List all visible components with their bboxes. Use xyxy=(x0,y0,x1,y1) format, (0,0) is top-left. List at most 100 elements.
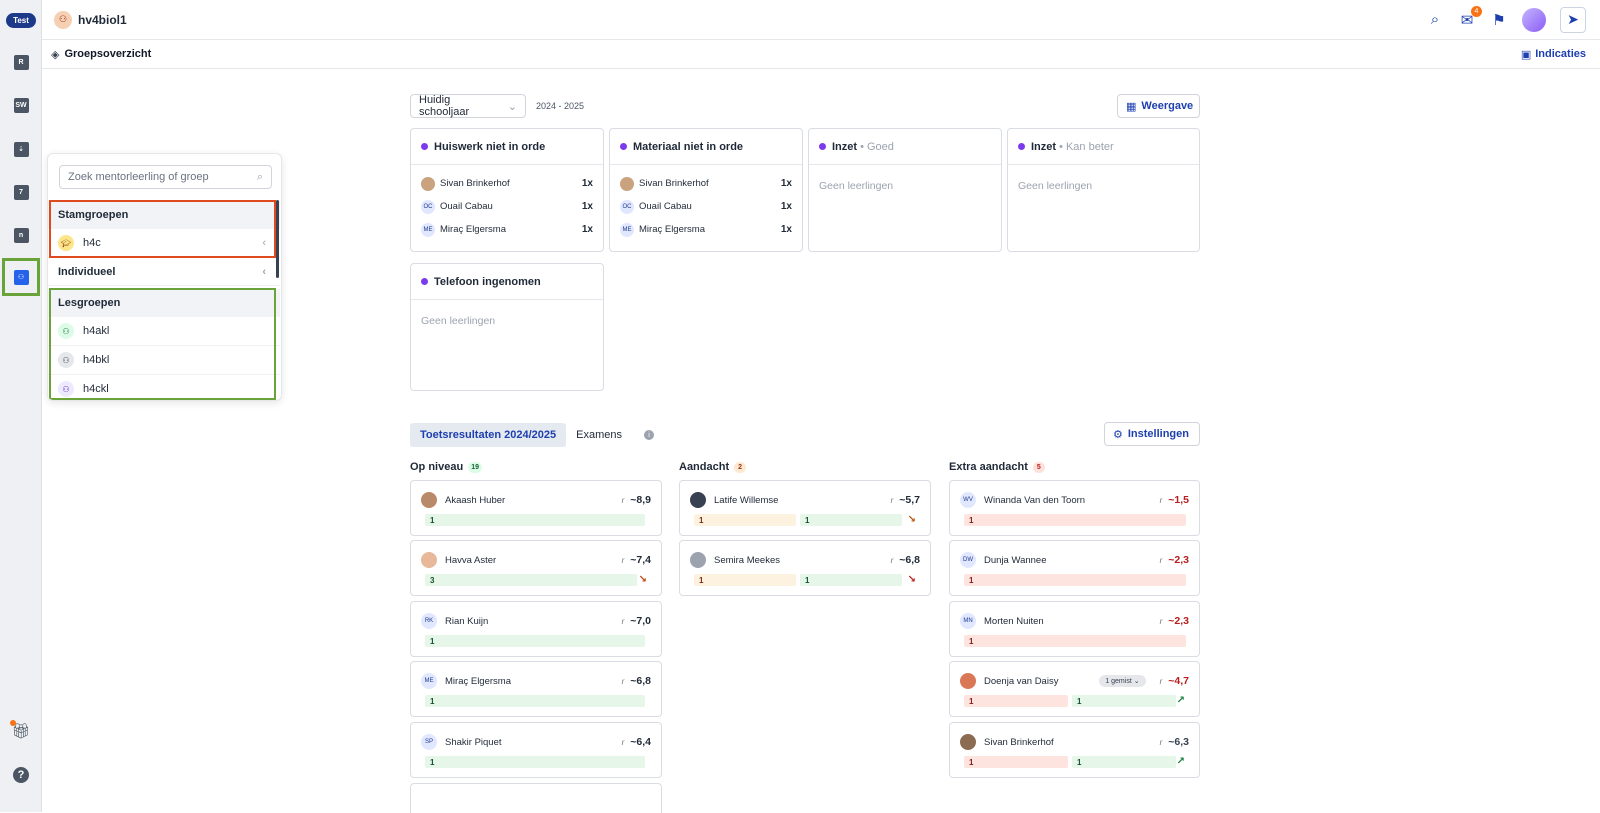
student-name: Sivan Brinkerhof xyxy=(984,736,1054,748)
mail-button[interactable]: ✉ 4 xyxy=(1458,5,1482,29)
avatar: MN xyxy=(960,613,976,629)
avatar: OC xyxy=(620,199,634,214)
gift-button[interactable]: 🎁︎ xyxy=(8,718,34,744)
info-icon[interactable]: i xyxy=(644,430,655,440)
status-dot xyxy=(1018,143,1025,150)
status-dot xyxy=(819,143,826,150)
list-item[interactable]: ME Miraç Elgersma 1x xyxy=(610,218,802,241)
switch-button[interactable]: ➤ xyxy=(1560,6,1586,33)
list-item[interactable]: Sivan Brinkerhof 1x xyxy=(411,172,603,195)
average-score: ~1,5 xyxy=(1168,494,1189,506)
gear-icon: ⚙ xyxy=(1113,428,1123,441)
group-item-label: h4ckl xyxy=(83,383,109,395)
avatar: SP xyxy=(421,734,437,750)
group-item-h4ckl[interactable]: ⚇ h4ckl xyxy=(48,375,280,400)
average-score: ~7,4 xyxy=(630,554,651,566)
gift-dot xyxy=(10,720,16,726)
student-card[interactable]: RK Rian Kuijn r ~7,0 1 xyxy=(410,601,662,657)
group-search-input[interactable] xyxy=(68,171,248,183)
card-materiaal: Materiaal niet in orde Sivan Brinkerhof 1… xyxy=(609,128,803,252)
column-label: Aandacht xyxy=(679,461,730,473)
rail-item-n[interactable]: n xyxy=(8,222,34,248)
help-icon: ? xyxy=(13,767,29,783)
result-bar: 1 xyxy=(425,756,645,768)
search-field[interactable]: ⌕ xyxy=(59,165,272,189)
topbar: ⚇ hv4biol1 ⌕ ✉ 4 ⚑ ➤ xyxy=(42,0,1600,40)
card-title: Inzet xyxy=(1031,140,1057,153)
student-card[interactable]: SP Shakir Piquet r ~6,4 1 xyxy=(410,722,662,778)
search-icon: ⌕ xyxy=(256,170,263,183)
missed-pill[interactable]: 1 gemist ⌄ xyxy=(1099,675,1146,687)
list-item[interactable]: ME Miraç Elgersma 1x xyxy=(411,218,603,241)
list-item[interactable]: OC Ouail Cabau 1x xyxy=(411,195,603,218)
rail-item-agenda[interactable]: ⇣ xyxy=(8,136,34,162)
result-bar: 1 xyxy=(964,695,1068,707)
student-name: Ouail Cabau xyxy=(639,201,692,212)
list-item[interactable]: OC Ouail Cabau 1x xyxy=(610,195,802,218)
individueel-label: Individueel xyxy=(58,265,116,278)
tab-examens[interactable]: Examens xyxy=(576,429,623,441)
tab-toetsresultaten[interactable]: Toetsresultaten 2024/2025 xyxy=(410,423,567,447)
weergave-button[interactable]: ▦ Weergave xyxy=(1117,94,1200,118)
student-card[interactable]: DW Dunja Wannee r ~2,3 1 xyxy=(949,540,1200,596)
r-label: r xyxy=(890,555,894,565)
student-name: Sivan Brinkerhof xyxy=(440,178,510,189)
group-item-h4akl[interactable]: ⚇ h4akl xyxy=(48,317,280,346)
group-icon: ⚇ xyxy=(58,381,74,397)
rail-item-grades[interactable]: 7 xyxy=(8,179,34,205)
rail-item-r[interactable]: R xyxy=(8,49,34,75)
instellingen-button[interactable]: ⚙ Instellingen xyxy=(1104,422,1200,446)
card-huiswerk: Huiswerk niet in orde Sivan Brinkerhof 1x… xyxy=(410,128,604,252)
user-avatar[interactable] xyxy=(1522,7,1546,32)
avatar xyxy=(421,176,435,191)
group-item-h4bkl[interactable]: ⚇ h4bkl xyxy=(48,346,280,375)
search-button[interactable]: ⌕ xyxy=(1426,11,1444,29)
card-subtitle: • Goed xyxy=(860,140,894,153)
group-item-h4c[interactable]: 🎓︎ h4c ‹ xyxy=(48,229,280,258)
messages-button[interactable]: ⚑ xyxy=(1490,11,1508,29)
avatar xyxy=(620,176,634,191)
individueel-header[interactable]: Individueel ‹ xyxy=(48,258,280,286)
rail-item-sw[interactable]: SW xyxy=(8,92,34,118)
panel-scrollbar[interactable] xyxy=(276,200,279,278)
count-badge: 19 xyxy=(468,461,482,473)
card-title: Telefoon ingenomen xyxy=(434,275,541,288)
result-bar: 1 xyxy=(964,756,1068,768)
page-group-title: hv4biol1 xyxy=(78,12,127,27)
result-bar: 1 xyxy=(964,635,1186,647)
indicaties-button[interactable]: ▣ Indicaties xyxy=(1521,48,1586,61)
chevron-left-icon: ‹ xyxy=(262,237,266,249)
avatar xyxy=(960,673,976,689)
trend-up-icon: ↗ xyxy=(1176,756,1185,767)
n-icon: n xyxy=(13,227,29,243)
average-score: ~2,3 xyxy=(1168,554,1189,566)
count-badge: 2 xyxy=(734,461,747,473)
rail-item-groups[interactable]: ⚇ xyxy=(2,258,40,296)
graduation-cap-icon: 🎓︎ xyxy=(58,235,74,251)
stamgroepen-header: Stamgroepen xyxy=(48,201,280,229)
student-card[interactable]: WV Winanda Van den Toorn r ~1,5 1 xyxy=(949,480,1200,536)
grid-icon: ▦ xyxy=(1126,100,1137,113)
average-score: ~8,9 xyxy=(630,494,651,506)
student-card[interactable]: Akaash Huber r ~8,9 1 xyxy=(410,480,662,536)
student-card[interactable]: MN Morten Nuiten r ~2,3 1 xyxy=(949,601,1200,657)
help-button[interactable]: ? xyxy=(8,762,34,788)
student-card[interactable]: Havva Aster r ~7,4 3 ↘ xyxy=(410,540,662,596)
test-badge: Test xyxy=(6,13,36,28)
student-name: Dunja Wannee xyxy=(984,554,1047,566)
year-select[interactable]: Huidig schooljaar ⌄ xyxy=(410,94,526,118)
group-item-label: h4bkl xyxy=(83,354,110,366)
card-title: Huiswerk niet in orde xyxy=(434,140,546,153)
count-value: 1x xyxy=(581,201,593,212)
avatar xyxy=(690,492,706,508)
student-card[interactable]: ME Miraç Elgersma r ~6,8 1 xyxy=(410,661,662,717)
empty-state: Geen leerlingen xyxy=(1018,180,1093,192)
student-card-partial[interactable] xyxy=(410,783,662,813)
agenda-icon: ⇣ xyxy=(13,141,29,157)
count-value: 1x xyxy=(780,201,792,212)
list-item[interactable]: Sivan Brinkerhof 1x xyxy=(610,172,802,195)
